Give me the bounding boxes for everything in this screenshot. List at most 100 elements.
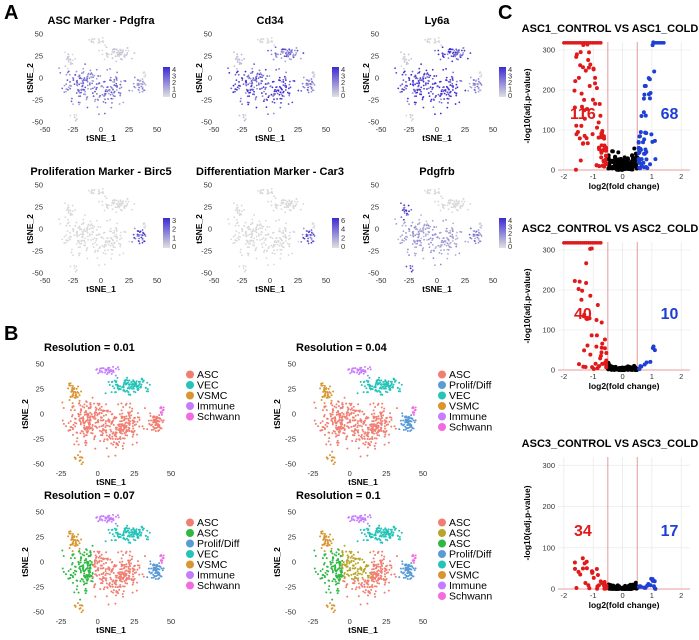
cell-dot (89, 554, 92, 557)
cell-dot (451, 227, 454, 230)
cell-dot (454, 238, 457, 241)
cell-dot (378, 434, 381, 437)
cell-dot (434, 113, 436, 116)
cell-dot (114, 594, 117, 597)
cell-dot (310, 83, 313, 86)
cell-dot (118, 103, 121, 105)
cell-dot (65, 234, 68, 237)
cell-dot (76, 437, 79, 440)
cell-dot (327, 387, 330, 390)
cell-dot (148, 422, 151, 425)
cell-dot (125, 563, 128, 566)
cell-dot (453, 91, 456, 94)
cell-dot (232, 242, 235, 245)
cell-dot (113, 90, 116, 93)
cell-dot (334, 565, 337, 568)
cell-dot (135, 589, 138, 592)
legend-swatch (438, 370, 446, 379)
cell-dot (445, 79, 448, 82)
cell-dot (136, 537, 139, 540)
cell-dot (261, 95, 264, 98)
cell-dot (75, 394, 78, 397)
cell-dot (439, 246, 442, 249)
cell-dot (374, 405, 377, 408)
cell-dot (447, 102, 449, 104)
cell-dot (82, 233, 85, 236)
cell-dot (62, 554, 65, 557)
cell-dot (132, 533, 135, 536)
cell-dot (102, 101, 105, 103)
cell-dot (329, 550, 332, 553)
cell-dot (413, 246, 416, 249)
cell-dot (405, 58, 408, 61)
cell-dot (461, 205, 463, 208)
cell-dot (110, 520, 113, 523)
cell-dot (400, 202, 402, 205)
cell-dot (461, 54, 463, 57)
y-tick-label: -25 (33, 583, 44, 592)
cell-dot (437, 200, 440, 203)
cell-dot (73, 409, 76, 412)
cell-dot (364, 417, 367, 420)
cell-dot (238, 265, 241, 268)
cell-dot (451, 203, 454, 206)
cell-dot (113, 379, 116, 382)
cell-dot (88, 82, 91, 85)
cell-dot (138, 573, 141, 576)
cell-dot (136, 384, 139, 387)
cell-dot (370, 413, 373, 416)
cell-dot (414, 419, 417, 422)
cell-dot (398, 381, 401, 384)
cell-dot (138, 531, 141, 534)
cell-dot (441, 88, 444, 91)
cell-dot (149, 412, 152, 415)
cell-dot (341, 564, 344, 567)
cell-dot (352, 409, 355, 412)
cell-dot (88, 575, 91, 578)
cell-dot (345, 415, 348, 418)
cell-dot (412, 419, 415, 422)
cell-dot (374, 419, 377, 422)
cell-dot (403, 204, 406, 207)
cell-dot (118, 440, 121, 443)
cell-dot (130, 414, 133, 417)
cell-dot (450, 235, 453, 238)
cell-dot (331, 423, 334, 426)
cell-dot (69, 577, 72, 580)
cell-dot (314, 422, 317, 425)
cell-dot (449, 79, 452, 81)
cell-dot (270, 39, 273, 42)
cell-dot (343, 396, 346, 399)
cell-dot (246, 241, 249, 243)
cell-dot (409, 267, 412, 270)
cell-dot (276, 92, 279, 95)
x-tick-label: 25 (461, 276, 469, 285)
cell-dot (112, 518, 115, 521)
cell-dot (334, 564, 337, 567)
cell-dot (392, 378, 395, 381)
cell-dot (405, 265, 408, 268)
cell-dot (452, 71, 455, 74)
cell-dot (125, 565, 128, 568)
cell-dot (100, 553, 103, 556)
cell-dot (253, 90, 255, 93)
cell-dot (451, 48, 454, 51)
cell-dot (129, 565, 132, 568)
cell-dot (75, 114, 78, 117)
cell-dot (92, 41, 95, 44)
cell-dot (443, 249, 445, 251)
cell-dot (331, 552, 334, 555)
cell-dot (128, 379, 131, 382)
cell-dot (83, 572, 86, 575)
cell-dot (109, 370, 112, 373)
cell-dot (248, 242, 250, 245)
cell-dot (263, 90, 265, 93)
cell-dot (405, 87, 408, 90)
cell-dot (329, 560, 332, 563)
cell-dot (78, 547, 81, 550)
cell-dot (73, 535, 76, 538)
cell-dot (329, 591, 332, 594)
cell-dot (72, 540, 75, 543)
cell-dot (400, 51, 402, 54)
cell-dot (256, 73, 258, 76)
